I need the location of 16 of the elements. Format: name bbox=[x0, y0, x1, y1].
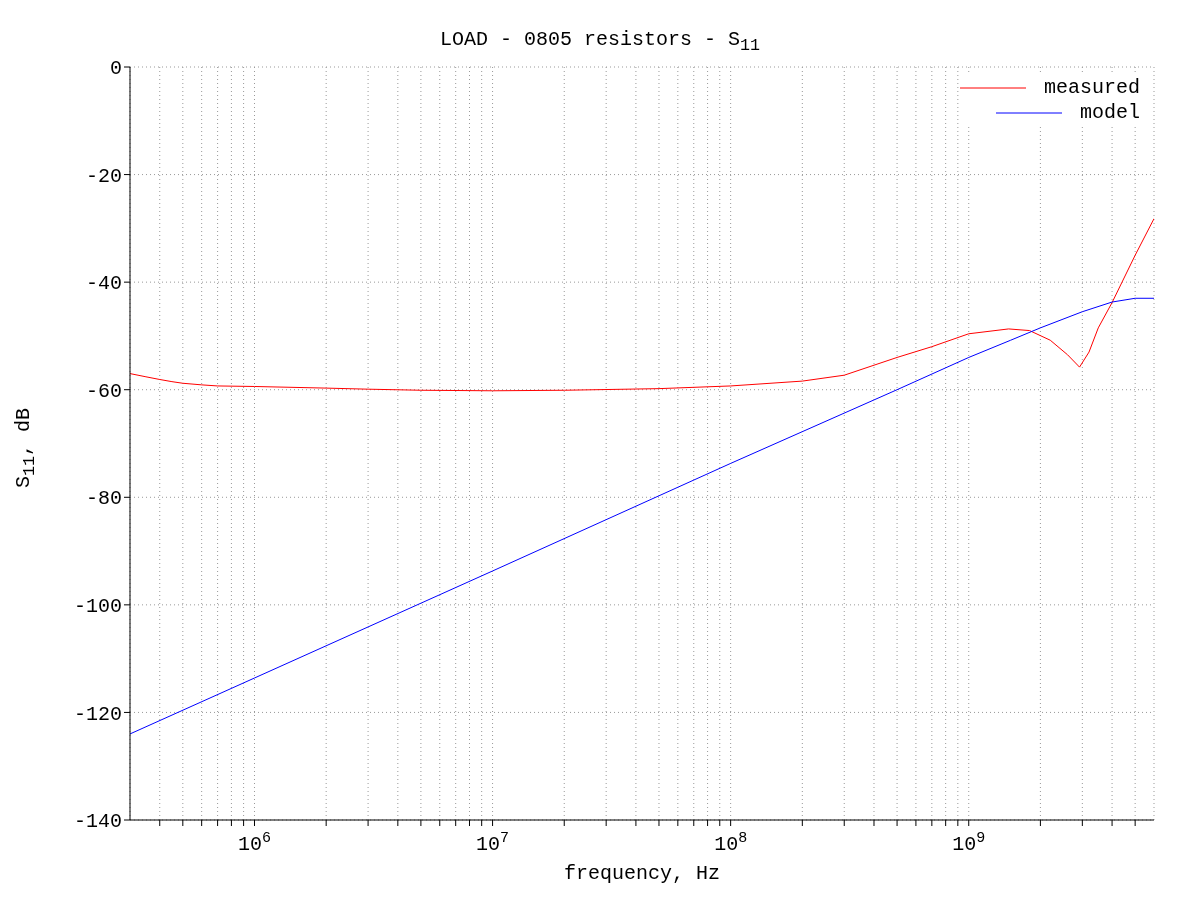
y-tick-label: -100 bbox=[73, 594, 122, 618]
x-tick-label: 10$^{9}$ bbox=[952, 829, 986, 856]
legend-label: measured bbox=[1043, 76, 1140, 99]
y-tick-label: -20 bbox=[85, 164, 122, 188]
chart-title: LOAD - 0805 resistors - S$_{11}$ bbox=[438, 28, 762, 55]
y-tick-label: -40 bbox=[85, 272, 122, 296]
legend-label: model bbox=[1079, 101, 1140, 124]
y-tick-label: 0 bbox=[109, 57, 122, 81]
x-tick-label: 10$^{8}$ bbox=[714, 829, 748, 856]
x-tick-label: 10$^{6}$ bbox=[237, 829, 271, 856]
y-tick-label: -120 bbox=[73, 702, 122, 726]
y-tick-label: -80 bbox=[85, 487, 122, 511]
x-axis-title: frequency, Hz bbox=[563, 862, 721, 885]
x-tick-label: 10$^{7}$ bbox=[476, 829, 510, 856]
y-tick-label: -140 bbox=[73, 810, 122, 834]
y-tick-label: -60 bbox=[85, 379, 122, 403]
